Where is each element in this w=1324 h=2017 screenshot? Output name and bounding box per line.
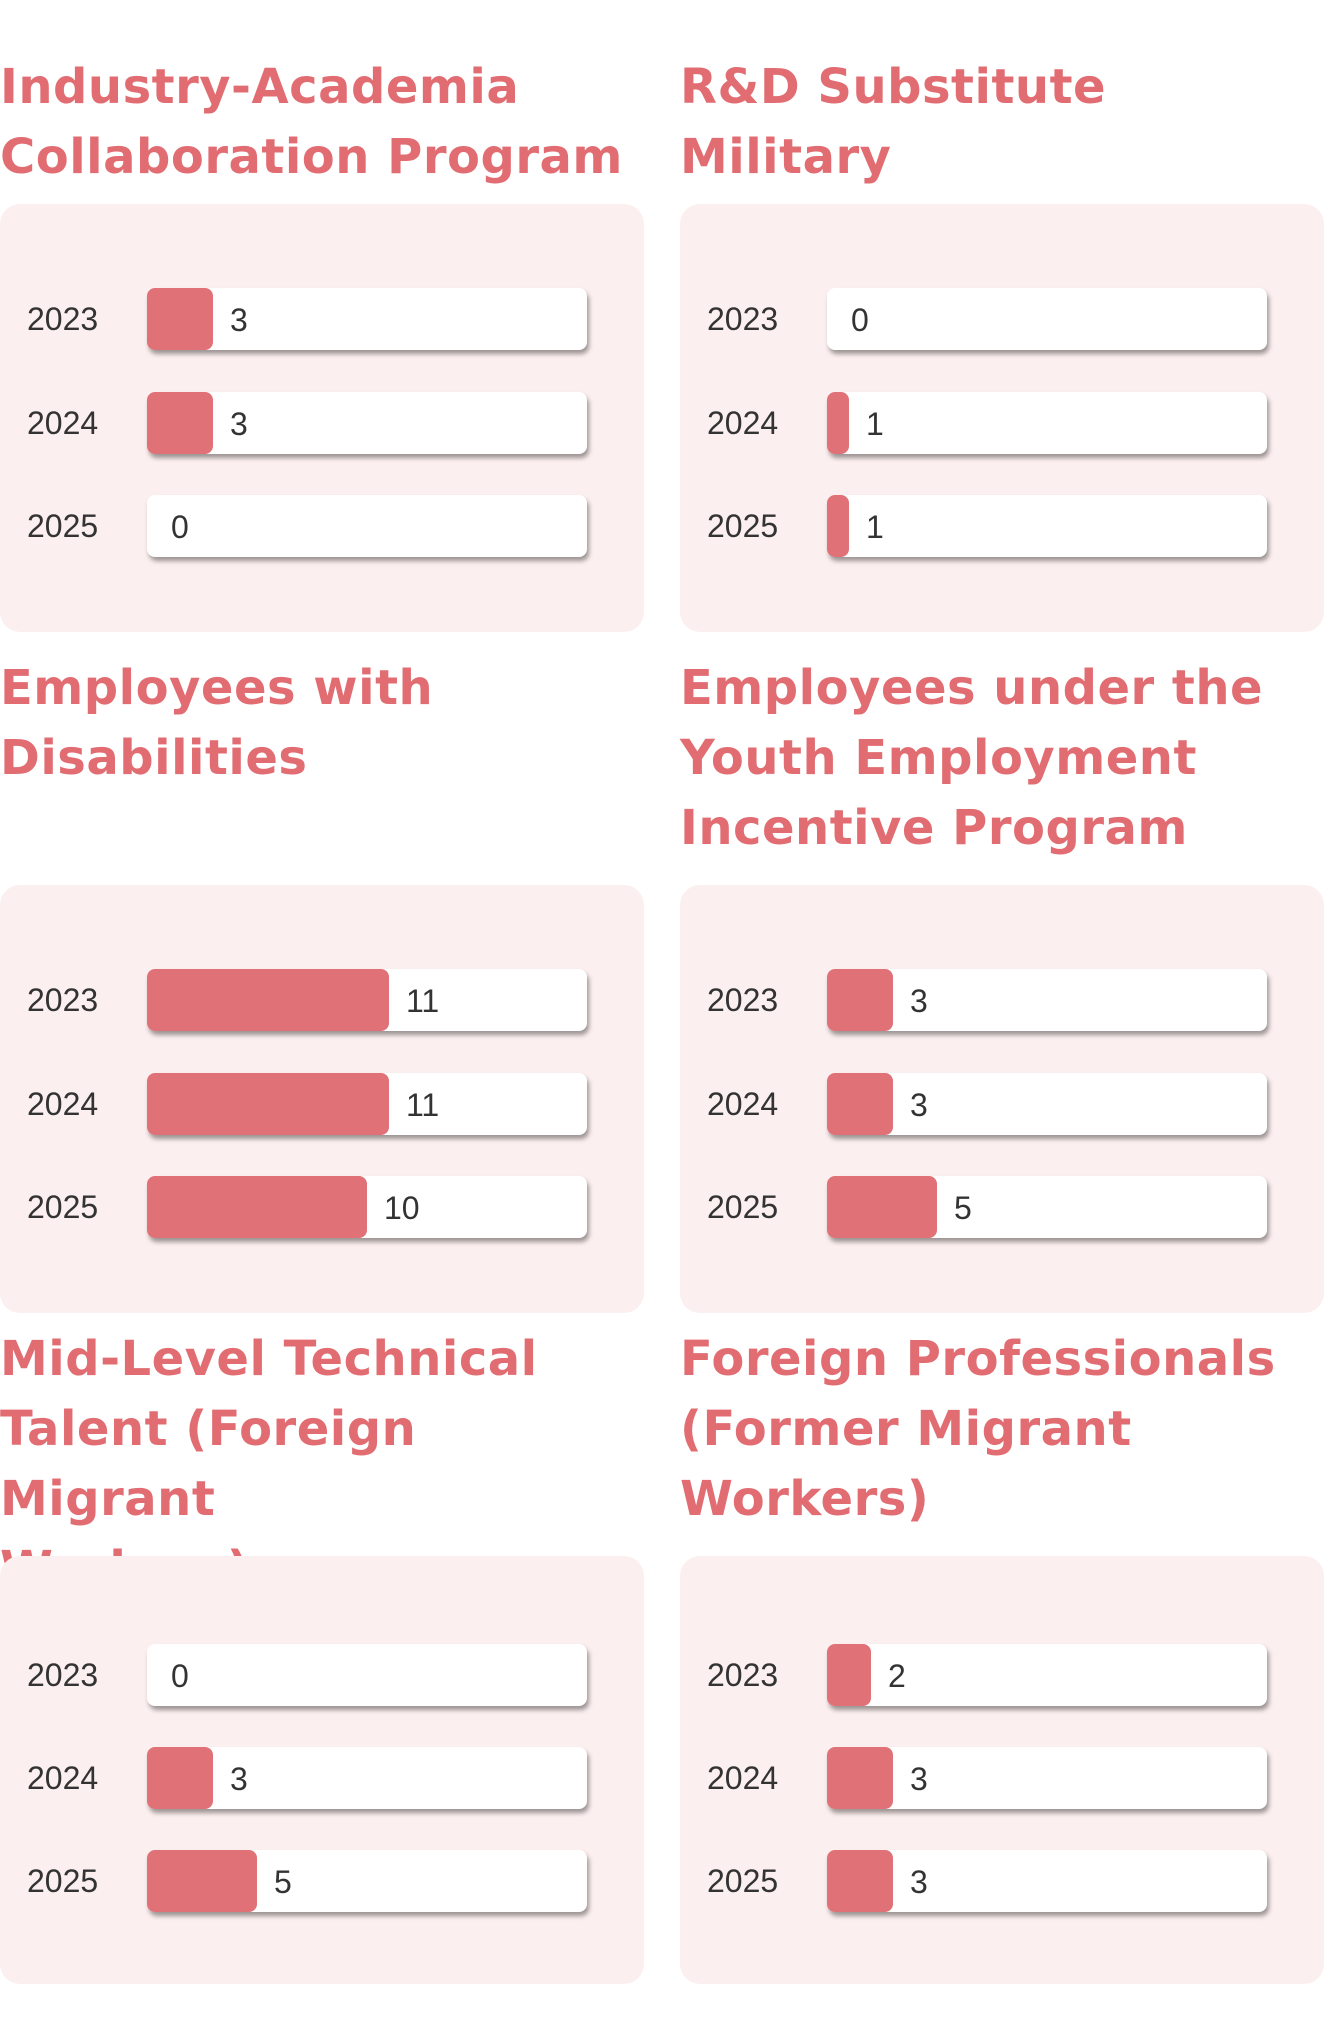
bar	[147, 288, 213, 350]
bar-track: 0	[147, 1644, 587, 1706]
bar	[827, 1644, 871, 1706]
bar-track: 3	[147, 288, 587, 350]
bar-row: 2025 3	[680, 1850, 1324, 1912]
bar	[147, 1073, 389, 1135]
bar-row: 2024 1	[680, 392, 1324, 454]
value-label: 3	[910, 1864, 928, 1900]
value-label: 11	[406, 1087, 440, 1123]
value-label: 0	[171, 509, 189, 545]
bar	[827, 495, 849, 557]
category-label: 2023	[27, 301, 99, 337]
chart-panel: 2023 3 2024 3 2025 5	[680, 885, 1324, 1313]
category-label: 2023	[707, 982, 779, 1018]
bar-row: 2023 2	[680, 1644, 1324, 1706]
chart-title: Industry-Academia Collaboration Program	[0, 59, 623, 185]
category-label: 2023	[27, 982, 99, 1018]
bar-track: 3	[827, 969, 1267, 1031]
bar-track: 0	[827, 288, 1267, 350]
value-label: 5	[274, 1864, 292, 1900]
category-label: 2025	[707, 508, 779, 544]
bar-track: 0	[147, 495, 587, 557]
chart-title: Employees with Disabilities	[0, 660, 434, 786]
value-label: 2	[888, 1658, 906, 1694]
category-label: 2024	[27, 1086, 99, 1122]
category-label: 2025	[27, 508, 99, 544]
bar-track: 11	[147, 969, 587, 1031]
bar-row: 2024 11	[0, 1073, 644, 1135]
chart-title: Employees under the Youth Employment Inc…	[680, 660, 1264, 856]
value-label: 1	[866, 509, 884, 545]
value-label: 3	[910, 983, 928, 1019]
bar	[147, 1747, 213, 1809]
bar-track: 1	[827, 392, 1267, 454]
bar	[827, 1747, 893, 1809]
bar	[827, 392, 849, 454]
bar-track: 2	[827, 1644, 1267, 1706]
category-label: 2023	[707, 301, 779, 337]
value-label: 5	[954, 1190, 972, 1226]
chart-panel: 2023 2 2024 3 2025 3	[680, 1556, 1324, 1984]
chart-panel: 2023 0 2024 3 2025 5	[0, 1556, 644, 1984]
bar-row: 2023 3	[680, 969, 1324, 1031]
value-label: 3	[910, 1761, 928, 1797]
value-label: 3	[230, 1761, 248, 1797]
value-label: 0	[171, 1658, 189, 1694]
bar-track: 1	[827, 495, 1267, 557]
chart-title: Foreign Professionals (Former Migrant Wo…	[680, 1331, 1276, 1527]
value-label: 0	[851, 302, 869, 338]
bar	[147, 969, 389, 1031]
bar-row: 2025 1	[680, 495, 1324, 557]
bar-track: 11	[147, 1073, 587, 1135]
category-label: 2023	[27, 1657, 99, 1693]
bar-row: 2024 3	[0, 1747, 644, 1809]
bar-track: 3	[827, 1747, 1267, 1809]
chart-panel: 2023 11 2024 11 2025 10	[0, 885, 644, 1313]
bar-track: 3	[147, 1747, 587, 1809]
bar-track: 3	[827, 1073, 1267, 1135]
bar-track: 3	[147, 392, 587, 454]
bar-track: 3	[827, 1850, 1267, 1912]
value-label: 3	[230, 302, 248, 338]
bar	[147, 392, 213, 454]
category-label: 2025	[27, 1863, 99, 1899]
chart-panel: 2023 0 2024 1 2025 1	[680, 204, 1324, 632]
category-label: 2023	[707, 1657, 779, 1693]
bar-track: 10	[147, 1176, 587, 1238]
value-label: 3	[230, 406, 248, 442]
bar-row: 2025 5	[0, 1850, 644, 1912]
bar	[827, 969, 893, 1031]
category-label: 2024	[707, 1760, 779, 1796]
bar	[147, 1850, 257, 1912]
bar-row: 2023 0	[680, 288, 1324, 350]
category-label: 2024	[707, 405, 779, 441]
bar-row: 2023 0	[0, 1644, 644, 1706]
bar-track: 5	[147, 1850, 587, 1912]
bar	[147, 1176, 367, 1238]
bar-row: 2023 3	[0, 288, 644, 350]
bar	[827, 1176, 937, 1238]
category-label: 2025	[27, 1189, 99, 1225]
bar-row: 2023 11	[0, 969, 644, 1031]
bar-row: 2024 3	[680, 1073, 1324, 1135]
bar-row: 2025 10	[0, 1176, 644, 1238]
bar-row: 2025 5	[680, 1176, 1324, 1238]
bar-row: 2024 3	[0, 392, 644, 454]
category-label: 2024	[707, 1086, 779, 1122]
bar-row: 2025 0	[0, 495, 644, 557]
bar	[827, 1073, 893, 1135]
value-label: 10	[384, 1190, 420, 1226]
category-label: 2024	[27, 405, 99, 441]
category-label: 2025	[707, 1863, 779, 1899]
bar-track: 5	[827, 1176, 1267, 1238]
value-label: 11	[406, 983, 440, 1019]
bar-row: 2024 3	[680, 1747, 1324, 1809]
chart-panel: 2023 3 2024 3 2025 0	[0, 204, 644, 632]
category-label: 2024	[27, 1760, 99, 1796]
bar	[827, 1850, 893, 1912]
value-label: 3	[910, 1087, 928, 1123]
value-label: 1	[866, 406, 884, 442]
category-label: 2025	[707, 1189, 779, 1225]
